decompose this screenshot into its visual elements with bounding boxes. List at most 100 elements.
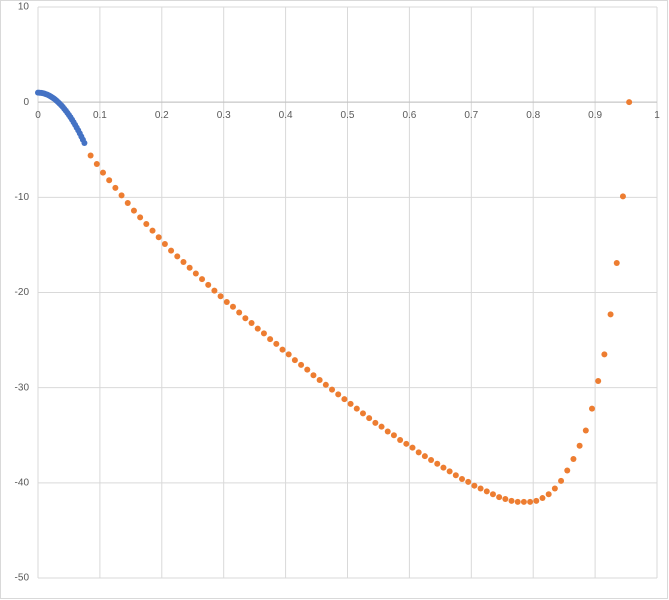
y-tick-label: -40 [15,477,30,488]
point [143,220,150,227]
point [81,139,88,146]
point [329,386,336,393]
y-tick-label: -50 [15,573,30,584]
point [199,276,206,283]
point [137,214,144,221]
point [415,449,422,456]
point [440,464,447,471]
x-tick-label: 0.6 [402,110,416,121]
point [384,428,391,435]
x-tick-label: 0.3 [217,110,231,121]
point [260,330,267,337]
point [403,440,410,447]
point [477,485,484,492]
point [118,192,125,199]
x-tick-label: 1 [654,110,660,121]
point [285,351,292,358]
y-tick-label: -30 [15,382,30,393]
point [223,299,230,306]
point [576,442,583,449]
point [421,453,428,460]
point [242,315,249,322]
point [205,281,212,288]
point [359,410,366,417]
point [502,496,509,503]
point [347,400,354,407]
point [595,378,602,385]
point [539,495,546,502]
point [459,476,466,483]
point [174,253,181,260]
point [229,303,236,310]
point [124,200,131,207]
point [607,311,614,318]
point [335,391,342,398]
y-tick-label: -10 [15,192,30,203]
point [267,336,274,343]
point [168,247,175,254]
point [483,488,490,495]
point [613,259,620,266]
point [130,207,137,214]
point [149,227,156,234]
point [533,497,540,504]
point [248,319,255,326]
point [341,396,348,403]
point [434,460,441,467]
point [390,432,397,439]
x-tick-label: 0 [35,110,41,121]
point [254,325,261,332]
point [316,377,323,384]
point [570,456,577,463]
point [489,491,496,498]
point [291,357,298,364]
point [155,234,162,241]
point [409,444,416,451]
x-tick-label: 0.8 [526,110,540,121]
point [471,482,478,489]
point [304,366,311,373]
point [626,99,633,106]
point [353,405,360,412]
point [161,240,168,247]
point [279,346,286,353]
point [236,309,243,316]
point [446,468,453,475]
point [298,361,305,368]
point [545,491,552,498]
point [87,152,94,159]
point [508,497,515,504]
point [180,259,187,266]
point [465,478,472,485]
x-tick-label: 0.2 [155,110,169,121]
point [273,340,280,347]
x-tick-label: 0.5 [341,110,355,121]
point [551,485,558,492]
point [619,193,626,200]
point [582,427,589,434]
point [372,419,379,426]
point [496,494,503,501]
point [93,161,100,168]
point [112,184,119,191]
point [452,472,459,479]
point [217,293,224,300]
point [378,423,385,430]
point [186,264,193,271]
point [99,169,106,176]
y-tick-label: 0 [23,97,29,108]
y-tick-label: -20 [15,287,30,298]
point [558,477,565,484]
point [322,381,329,388]
point [310,372,317,379]
y-tick-label: 10 [18,2,30,13]
x-tick-label: 0.1 [93,110,107,121]
point [514,498,521,505]
point [397,437,404,444]
point [564,467,571,474]
x-tick-label: 0.4 [279,110,293,121]
point [527,498,534,505]
point [366,415,373,422]
